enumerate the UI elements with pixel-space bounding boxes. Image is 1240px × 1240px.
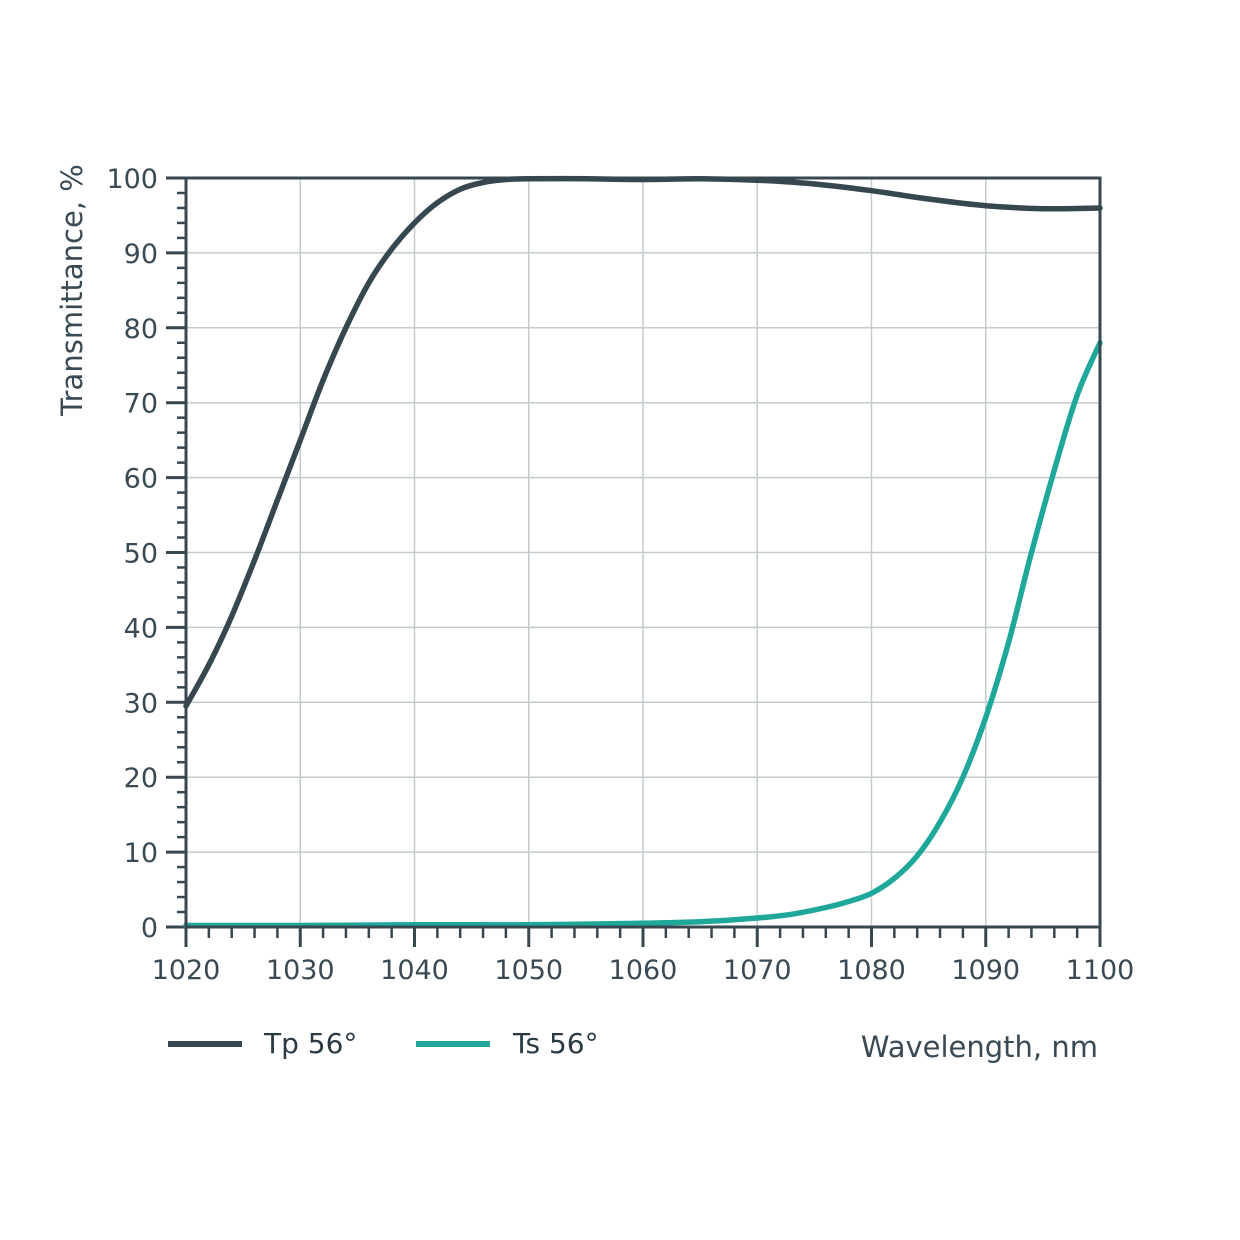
plot-frame	[184, 176, 1102, 929]
y-tick-label: 40	[124, 613, 158, 644]
x-tick-label: 1080	[837, 955, 906, 986]
x-tick-label: 1020	[152, 955, 221, 986]
x-tick-label: 1050	[494, 955, 563, 986]
series-line-tp-56	[183, 175, 1103, 709]
x-axis-title: Wavelength, nm	[861, 1030, 1098, 1064]
y-tick-label: 60	[124, 464, 158, 495]
y-tick-label: 0	[141, 913, 158, 944]
x-tick-label: 1070	[723, 955, 792, 986]
y-tick-label: 90	[124, 239, 158, 270]
y-tick-labels: 0 10 20 30 40 50 60 70 80 90 100	[106, 164, 158, 944]
x-tick-label: 1060	[609, 955, 678, 986]
series-line-ts-56	[183, 340, 1103, 929]
y-tick-label: 30	[124, 688, 158, 719]
y-axis-title: Transmittance, %	[55, 164, 89, 417]
x-tick-label: 1040	[380, 955, 449, 986]
y-tick-label: 10	[124, 838, 158, 869]
series-lines	[183, 175, 1103, 929]
y-tick-label: 70	[124, 389, 158, 420]
x-tick-labels: 1020 1030 1040 1050 1060 1070 1080 1090 1100	[152, 955, 1135, 986]
x-tick-label: 1030	[266, 955, 335, 986]
legend-label-ts: Ts 56°	[512, 1027, 599, 1060]
x-tick-label: 1090	[951, 955, 1020, 986]
legend: Tp 56° Ts 56°	[168, 1027, 599, 1060]
x-tick-label: 1100	[1066, 955, 1135, 986]
y-tick-label: 100	[106, 164, 158, 195]
grid	[186, 178, 1100, 927]
legend-label-tp: Tp 56°	[263, 1027, 357, 1060]
minor-ticks	[166, 176, 1102, 947]
y-tick-label: 80	[124, 314, 158, 345]
y-tick-label: 20	[124, 763, 158, 794]
y-tick-label: 50	[124, 539, 158, 570]
